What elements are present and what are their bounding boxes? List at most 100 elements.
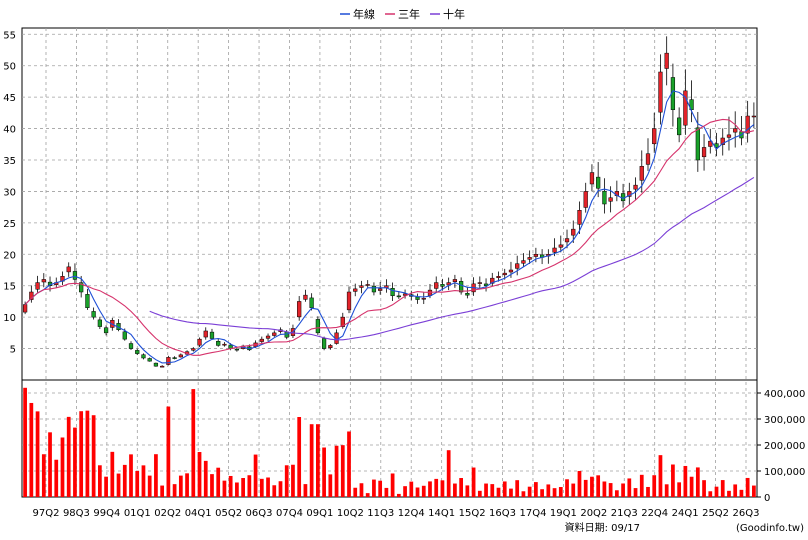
volume-bar (752, 485, 756, 497)
volume-bar (471, 467, 476, 497)
candle-body (664, 52, 669, 69)
candle-body (359, 285, 364, 288)
volume-bar (639, 474, 644, 497)
volume-bar (577, 471, 582, 497)
volume-bar (745, 477, 750, 497)
volume-bar (54, 459, 59, 497)
price-tick-label: 5 (10, 345, 16, 356)
volume-bar (702, 480, 706, 497)
volume-bar (446, 450, 451, 497)
candle-body (340, 316, 345, 327)
volume-bar (122, 464, 127, 497)
volume-bar (135, 470, 140, 497)
plot-frame (21, 27, 758, 498)
candle-body (346, 291, 352, 311)
candle-body (22, 304, 28, 313)
volume-bar (590, 476, 594, 497)
price-tick-label: 30 (3, 187, 16, 198)
candle-body (577, 210, 582, 225)
source-note: 資料日期: 09/17 (Goodinfo.tw) (565, 521, 804, 534)
candle-body (390, 288, 395, 297)
volume-bar (671, 464, 675, 497)
volume-bar (297, 417, 302, 497)
x-tick-label: 22Q4 (641, 508, 668, 519)
volume-bar (565, 479, 569, 497)
candle-body (315, 319, 320, 334)
x-tick-label: 01Q1 (124, 508, 151, 519)
volume-bar (60, 437, 65, 497)
candle-body (396, 295, 401, 298)
price-tick-label: 15 (3, 282, 16, 293)
volume-bar (415, 487, 420, 497)
volume-bar (484, 483, 488, 497)
volume-bar (396, 493, 401, 497)
volume-bar (272, 485, 277, 497)
candle-body (508, 269, 514, 273)
volume-bar (340, 445, 345, 497)
candle-body (72, 271, 78, 280)
candle-body (515, 263, 520, 269)
x-tick-label: 20Q2 (580, 508, 607, 519)
x-tick-label: 05Q2 (215, 508, 242, 519)
volume-bar (259, 478, 264, 497)
legend-label-2: 十年 (443, 7, 465, 21)
volume-bar (502, 481, 507, 497)
candle-body (265, 335, 271, 339)
candle-body (141, 354, 146, 359)
volume-bar (247, 475, 252, 497)
x-tick-label: 07Q4 (276, 508, 303, 519)
volume-bar (453, 483, 457, 497)
x-tick-label: 24Q1 (672, 508, 699, 519)
ma-line-2 (149, 176, 755, 341)
candle-body (147, 358, 152, 362)
volume-bar (110, 451, 115, 497)
volume-bar (558, 487, 563, 497)
x-tick-label: 19Q1 (550, 508, 577, 519)
source-date-label: 資料日期: 09/17 (565, 521, 640, 534)
volume-bar (372, 479, 376, 497)
volume-bar (646, 486, 650, 497)
x-tick-label: 09Q1 (306, 508, 333, 519)
volume-bar (683, 465, 688, 497)
candle-body (135, 350, 140, 354)
x-tick-label: 15Q2 (459, 508, 486, 519)
candle-body (297, 301, 302, 318)
x-tick-label: 04Q1 (185, 508, 212, 519)
candle-body (701, 147, 707, 158)
volume-tick-label: 400,000 (764, 389, 805, 400)
candle-body (683, 90, 688, 126)
candle-body (41, 279, 46, 283)
candle-body (695, 127, 700, 161)
volume-bar (658, 455, 663, 497)
candle-body (234, 348, 240, 351)
x-tick-label: 25Q2 (702, 508, 729, 519)
candle-body (79, 282, 84, 293)
x-tick-label: 17Q4 (519, 508, 546, 519)
candle-body (745, 115, 750, 134)
legend-label-0: 年線 (353, 7, 375, 21)
candle-body (496, 276, 501, 279)
chart-legend: 年線 三年 十年 (340, 7, 465, 21)
volume-bar (73, 427, 77, 497)
candle-body (272, 332, 277, 336)
volume-bar (222, 480, 227, 497)
volume-bar (527, 486, 532, 497)
volume-tick-label: 100,000 (764, 467, 805, 478)
volume-bar (652, 475, 657, 497)
volume-bar (266, 477, 270, 497)
volume-bar (309, 424, 314, 497)
candle-body (751, 115, 757, 118)
volume-bar (546, 484, 551, 497)
candle-body (128, 343, 134, 349)
candle-body (639, 166, 644, 181)
candle-body (733, 128, 738, 133)
candle-body (122, 331, 127, 340)
candle-body (328, 345, 333, 349)
volume-bar (571, 483, 576, 497)
volume-bar (347, 431, 351, 497)
volume-bar (621, 483, 625, 497)
volume-bar (203, 460, 208, 497)
candle-body (465, 292, 470, 296)
volume-bar (378, 480, 383, 497)
